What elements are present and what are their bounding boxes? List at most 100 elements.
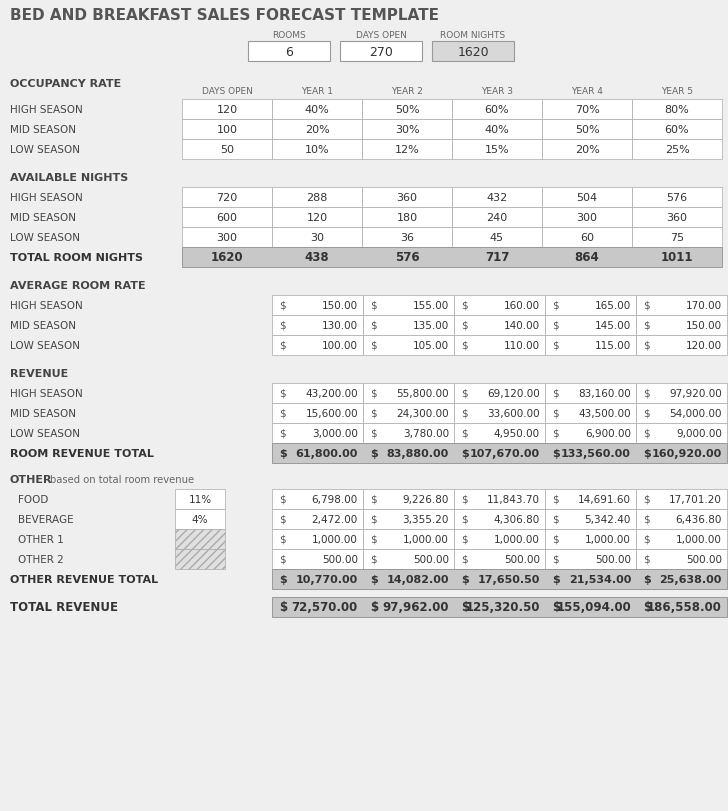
Bar: [545, 315, 636, 336]
Text: 288: 288: [306, 193, 328, 203]
Text: $: $: [643, 534, 649, 544]
Text: 10%: 10%: [305, 145, 329, 155]
Bar: [340, 42, 422, 62]
Text: $: $: [370, 534, 376, 544]
Text: BEVERAGE: BEVERAGE: [18, 514, 74, 525]
Bar: [545, 384, 636, 404]
Text: 110.00: 110.00: [504, 341, 540, 350]
Text: 70%: 70%: [574, 105, 599, 115]
Text: $: $: [461, 448, 469, 458]
Text: 9,000.00: 9,000.00: [676, 428, 722, 439]
Text: $: $: [461, 495, 467, 504]
Text: $: $: [370, 320, 376, 331]
Bar: [545, 549, 636, 569]
Text: $: $: [552, 320, 558, 331]
Text: HIGH SEASON: HIGH SEASON: [10, 388, 83, 398]
Text: 115.00: 115.00: [595, 341, 631, 350]
Text: 55,800.00: 55,800.00: [396, 388, 449, 398]
Text: $: $: [552, 388, 558, 398]
Bar: [452, 120, 542, 139]
Text: $: $: [643, 301, 649, 311]
Bar: [454, 549, 545, 569]
Text: $: $: [370, 341, 376, 350]
Text: $: $: [552, 301, 558, 311]
Text: 100: 100: [216, 125, 237, 135]
Text: LOW SEASON: LOW SEASON: [10, 428, 80, 439]
Text: 150.00: 150.00: [322, 301, 358, 311]
Text: 3,000.00: 3,000.00: [312, 428, 358, 439]
Text: $: $: [461, 388, 467, 398]
Text: HIGH SEASON: HIGH SEASON: [10, 105, 83, 115]
Text: $: $: [552, 574, 560, 584]
Text: 576: 576: [666, 193, 687, 203]
Text: 500.00: 500.00: [322, 554, 358, 564]
Text: 170.00: 170.00: [686, 301, 722, 311]
Text: $: $: [279, 448, 287, 458]
Bar: [452, 208, 542, 228]
Text: $: $: [461, 554, 467, 564]
Text: 1,000.00: 1,000.00: [585, 534, 631, 544]
Text: $: $: [279, 534, 285, 544]
Text: 83,880.00: 83,880.00: [387, 448, 449, 458]
Text: $: $: [552, 601, 560, 614]
Bar: [182, 247, 722, 268]
Bar: [636, 530, 727, 549]
Text: ROOM NIGHTS: ROOM NIGHTS: [440, 31, 505, 40]
Text: 432: 432: [486, 193, 507, 203]
Bar: [272, 188, 362, 208]
Bar: [272, 120, 362, 139]
Bar: [363, 489, 454, 509]
Text: 20%: 20%: [304, 125, 329, 135]
Bar: [182, 208, 272, 228]
Text: 43,200.00: 43,200.00: [305, 388, 358, 398]
Text: 1620: 1620: [457, 45, 488, 58]
Text: 2,472.00: 2,472.00: [312, 514, 358, 525]
Bar: [542, 228, 632, 247]
Bar: [272, 315, 363, 336]
Text: $: $: [643, 320, 649, 331]
Bar: [362, 100, 452, 120]
Bar: [272, 404, 363, 423]
Bar: [636, 404, 727, 423]
Bar: [545, 509, 636, 530]
Text: 15%: 15%: [485, 145, 510, 155]
Bar: [272, 336, 363, 355]
Text: $: $: [370, 514, 376, 525]
Text: $: $: [552, 514, 558, 525]
Bar: [636, 549, 727, 569]
Bar: [636, 384, 727, 404]
Text: 105.00: 105.00: [413, 341, 449, 350]
Text: $: $: [552, 428, 558, 439]
Text: $: $: [461, 301, 467, 311]
Bar: [182, 228, 272, 247]
Bar: [432, 42, 514, 62]
Bar: [542, 139, 632, 160]
Text: 600: 600: [216, 212, 237, 223]
Bar: [545, 530, 636, 549]
Bar: [452, 100, 542, 120]
Text: 54,000.00: 54,000.00: [670, 409, 722, 418]
Text: based on total room revenue: based on total room revenue: [50, 474, 194, 484]
Text: $: $: [461, 409, 467, 418]
Text: OTHER REVENUE TOTAL: OTHER REVENUE TOTAL: [10, 574, 158, 584]
Bar: [636, 423, 727, 444]
Bar: [454, 296, 545, 315]
Bar: [362, 120, 452, 139]
Text: YEAR 5: YEAR 5: [661, 88, 693, 97]
Bar: [272, 296, 363, 315]
Text: 360: 360: [667, 212, 687, 223]
Text: 1,000.00: 1,000.00: [312, 534, 358, 544]
Bar: [363, 509, 454, 530]
Text: 140.00: 140.00: [504, 320, 540, 331]
Bar: [362, 188, 452, 208]
Text: 30%: 30%: [395, 125, 419, 135]
Text: 25,638.00: 25,638.00: [660, 574, 722, 584]
Text: 1620: 1620: [210, 251, 243, 264]
Text: YEAR 1: YEAR 1: [301, 88, 333, 97]
Text: 17,650.50: 17,650.50: [478, 574, 540, 584]
Text: DAYS OPEN: DAYS OPEN: [355, 31, 406, 40]
Bar: [272, 423, 363, 444]
Text: $: $: [461, 514, 467, 525]
Text: 14,082.00: 14,082.00: [387, 574, 449, 584]
Text: 135.00: 135.00: [413, 320, 449, 331]
